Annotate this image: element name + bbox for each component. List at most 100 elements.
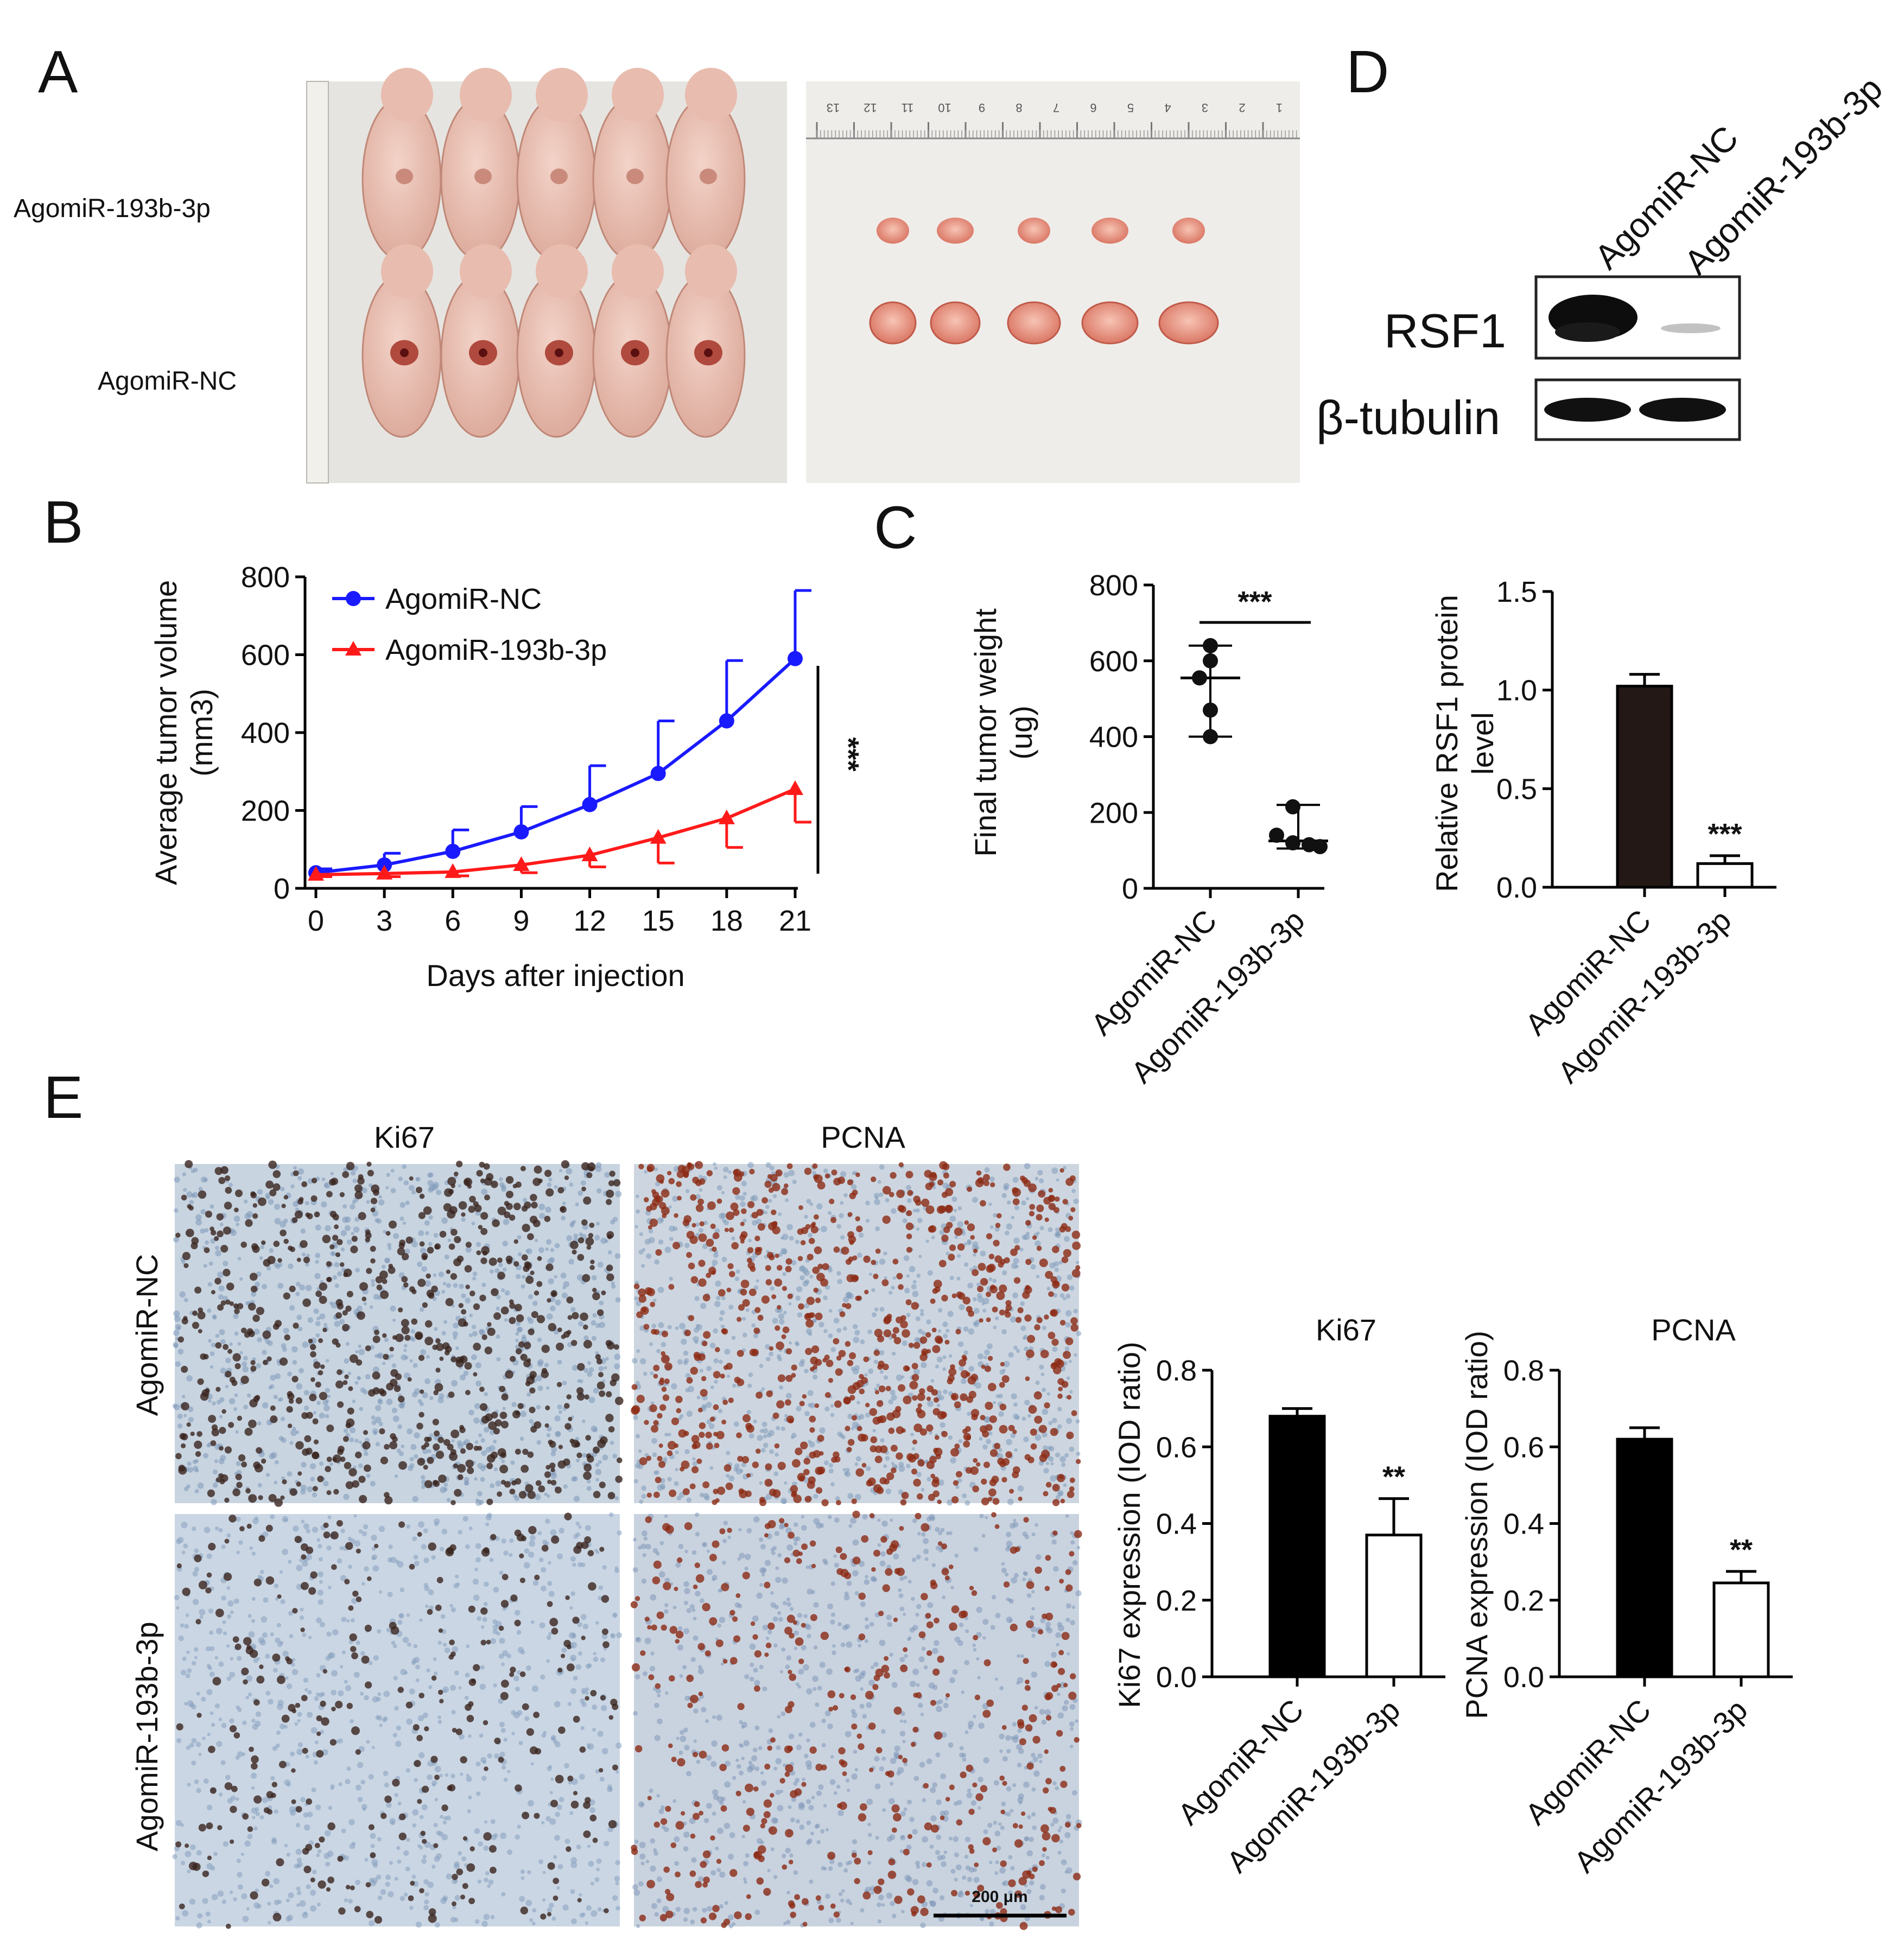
data-point (581, 847, 598, 862)
tumors-photo: 13 12 11 10 9 8 7 6 5 4 3 2 1 (806, 81, 1300, 483)
ruler-tick-label: 5 (1127, 101, 1134, 115)
bar (1616, 1437, 1673, 1678)
data-point (582, 797, 598, 812)
significance-mark: ** (1382, 1461, 1405, 1493)
data-point (1203, 729, 1218, 745)
y-tick-label: 0.4 (1503, 1508, 1544, 1541)
rsf1-band-agomir (1661, 323, 1721, 333)
data-point (513, 824, 529, 839)
ihc-nuclei (172, 1160, 1082, 1930)
row-label-agomir: AgomiR-193b-3p (14, 194, 211, 223)
scale-bar-label: 200 μm (972, 1888, 1027, 1906)
mouse-head (460, 244, 512, 298)
y-tick-label: 800 (1089, 569, 1138, 602)
x-tick-label: 9 (513, 905, 529, 937)
y-tick-label: 200 (241, 795, 290, 828)
y-tick-label: 0.4 (1156, 1508, 1197, 1541)
mouse-head (536, 68, 588, 122)
mouse-head (612, 68, 664, 122)
tumor-nc (869, 301, 917, 345)
mouse-tumor (474, 168, 492, 185)
row-label-nc: AgomiR-NC (98, 367, 237, 396)
x-tick-label: 18 (710, 905, 743, 937)
significance-mark: *** (1237, 586, 1272, 618)
y-axis-title: Ki67 expression (IOD ratio) (1112, 1341, 1146, 1708)
mouse-head (381, 244, 433, 298)
y-tick-label: 400 (1089, 721, 1138, 754)
x-tick-label: 0 (308, 905, 324, 937)
ruler-tick-label: 2 (1239, 101, 1245, 115)
panel-label-c: C (874, 494, 917, 561)
y-tick-label: 0.2 (1156, 1585, 1197, 1617)
y-axis-title: Average tumor volume(mm3) (149, 580, 219, 885)
tumor-weight-chart: 0200400600800AgomiR-NCAgomiR-193b-3pFina… (968, 569, 1328, 1090)
ruler: 13 12 11 10 9 8 7 6 5 4 3 2 1 (816, 101, 1297, 138)
y-tick-label: 600 (241, 639, 290, 672)
data-point (719, 713, 734, 729)
ruler-tick-label: 4 (1164, 101, 1171, 115)
tumor-nc (930, 301, 981, 345)
data-point (513, 856, 530, 871)
ruler-tick-label: 6 (1090, 101, 1096, 115)
data-point (1192, 670, 1207, 686)
y-tick-label: 1.5 (1496, 576, 1537, 608)
x-tick-label: 21 (779, 905, 811, 937)
ruler-tick-label: 11 (902, 101, 914, 115)
data-point (718, 809, 735, 824)
data-point (1269, 828, 1284, 843)
y-tick-label: 1.0 (1496, 675, 1537, 707)
panel-label-a: A (38, 39, 78, 105)
legend-entry: AgomiR-NC (385, 583, 542, 615)
ruler-tick-label: 8 (1016, 101, 1022, 115)
bar (1616, 684, 1673, 889)
ruler-tick-label: 1 (1276, 101, 1283, 115)
panel-a: AgomiR-193b-3p AgomiR-NC 13 12 11 10 9 8 7 6 5 4 3… (14, 68, 1300, 484)
tumor-agomir (1172, 218, 1205, 244)
ruler-tick-label: 7 (1053, 101, 1059, 115)
tumor-nc (1007, 301, 1061, 345)
panel-e: Ki67 PCNA AgomiR-NC AgomiR-193b-3p 200 μ… (130, 1120, 1082, 1930)
y-tick-label: 0.6 (1503, 1431, 1544, 1464)
y-tick-label: 600 (1089, 645, 1138, 678)
data-point (1203, 702, 1218, 718)
y-tick-label: 0.2 (1503, 1585, 1544, 1617)
ki67-chart: 0.00.20.40.60.8AgomiR-NCAgomiR-193b-3pKi… (1112, 1313, 1445, 1879)
rsf1-blot (1534, 275, 1741, 360)
y-tick-label: 0 (274, 873, 290, 905)
tumors (869, 218, 1219, 345)
mouse-tumor (700, 168, 717, 185)
tumor-volume-chart: 0 200 400 600 800 0 3 6 9 12 15 18 21 Days after inje… (149, 561, 865, 993)
ihc-ki67-agomir (175, 1514, 620, 1926)
mouse-head (685, 244, 737, 298)
mice-photo (306, 68, 787, 484)
x-tick-label: 15 (642, 905, 675, 937)
data-point (1203, 653, 1218, 669)
x-tick-label: AgomiR-193b-3p (1567, 1693, 1754, 1879)
tumor-nc (1081, 301, 1139, 345)
data-point (445, 863, 461, 878)
y-tick-label: 0.0 (1503, 1661, 1544, 1694)
blot-label-rsf1: RSF1 (1384, 304, 1506, 358)
x-tick-label: AgomiR-193b-3p (1220, 1693, 1407, 1879)
tumor-nc (1158, 301, 1219, 345)
data-point (650, 829, 667, 844)
ruler-tick-label: 3 (1202, 101, 1208, 115)
data-point (1312, 839, 1328, 855)
y-tick-label: 0.0 (1496, 872, 1537, 904)
mouse-tumor (396, 168, 413, 185)
significance-mark: ** (1730, 1534, 1753, 1566)
chart-title: Ki67 (1316, 1313, 1376, 1347)
ihc-col-ki67: Ki67 (374, 1120, 435, 1154)
ihc-row-agomir: AgomiR-193b-3p (130, 1621, 164, 1851)
bar (1712, 1581, 1770, 1678)
y-axis-title: PCNA expression (IOD ratio) (1459, 1331, 1494, 1719)
blot-label-tubulin: β-tubulin (1316, 391, 1500, 444)
data-point (445, 843, 461, 859)
y-tick-label: 0 (1122, 873, 1138, 905)
mice (361, 68, 746, 438)
ihc-col-pcna: PCNA (821, 1120, 905, 1154)
data-point (1285, 799, 1300, 815)
y-axis-title: Relative RSF1 proteinlevel (1430, 595, 1500, 892)
mouse-head (460, 68, 512, 122)
